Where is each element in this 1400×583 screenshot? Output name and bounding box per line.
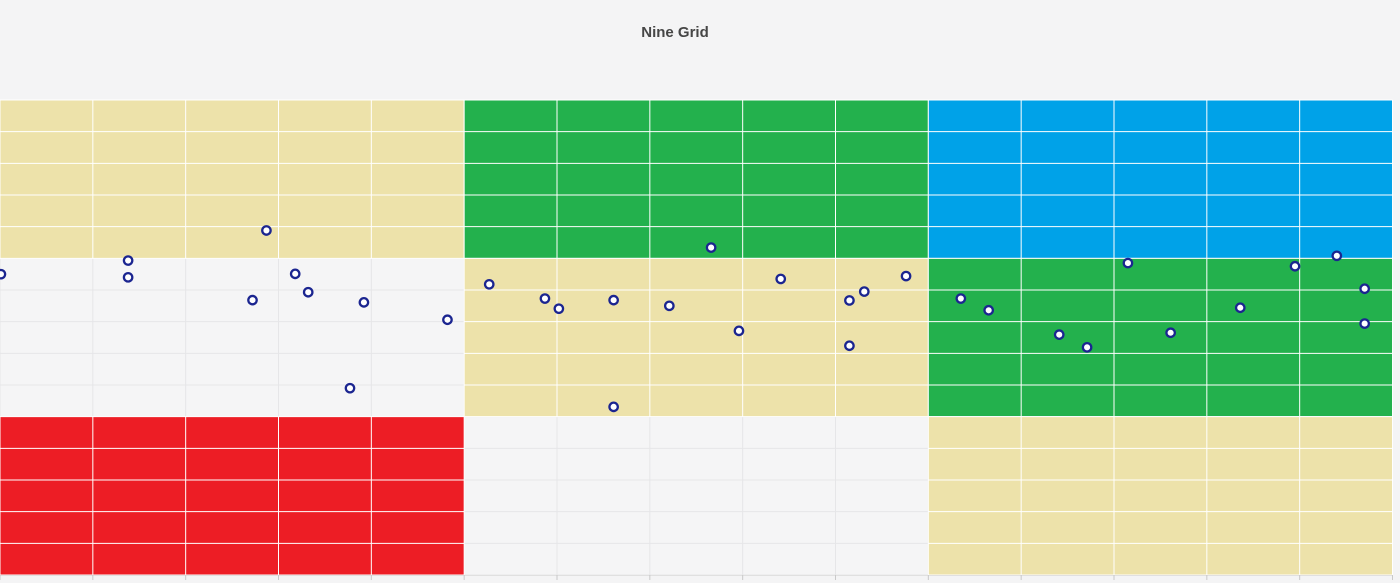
scatter-point[interactable] [1053,329,1065,340]
scatter-point[interactable] [539,293,551,304]
scatter-point[interactable] [983,304,995,316]
grid-block-bottom-none [463,416,929,576]
grid-block-bottom-red [0,416,465,576]
scatter-point[interactable] [1359,283,1371,295]
scatter-point[interactable] [553,303,565,315]
scatter-point[interactable] [358,296,370,308]
scatter-point[interactable] [1165,327,1176,339]
scatter-point[interactable] [1234,302,1246,314]
scatter-point[interactable] [844,295,855,306]
scatter-point[interactable] [344,382,356,394]
scatter-point[interactable] [483,278,495,290]
scatter-point[interactable] [289,268,301,280]
scatter-point[interactable] [663,300,675,312]
scatter-point[interactable] [705,242,717,253]
scatter-point[interactable] [122,255,134,266]
chart-title: Nine Grid [641,24,709,41]
scatter-point[interactable] [122,271,134,283]
grid-block-top-blue [927,99,1393,259]
scatter-point[interactable] [0,268,7,280]
x-axis [0,575,1393,580]
scatter-point[interactable] [1122,257,1134,269]
scatter-point[interactable] [247,294,258,306]
scatter-point[interactable] [261,225,272,236]
scatter-point[interactable] [1289,260,1301,272]
scatter-series [0,225,1371,413]
grid-block-bottom-tan [927,416,1393,576]
grid-block-middle-green [927,257,1393,418]
scatter-point[interactable] [302,286,314,298]
scatter-point[interactable] [955,293,967,304]
scatter-point[interactable] [608,294,619,306]
grid-block-middle-tan [463,257,929,418]
scatter-point[interactable] [608,401,619,413]
grid-block-top-tan [0,99,465,259]
scatter-point[interactable] [844,340,855,352]
scatter-point[interactable] [442,314,453,326]
scatter-point[interactable] [900,270,912,282]
scatter-point[interactable] [1081,341,1093,353]
scatter-point[interactable] [775,273,787,285]
scatter-point[interactable] [1359,318,1371,329]
grid-block-top-green [463,99,929,259]
scatter-point[interactable] [1331,250,1343,262]
scatter-point[interactable] [733,325,745,337]
grid-block-middle-none [0,257,465,418]
scatter-point[interactable] [858,286,870,297]
blocks-layer [0,99,1393,576]
